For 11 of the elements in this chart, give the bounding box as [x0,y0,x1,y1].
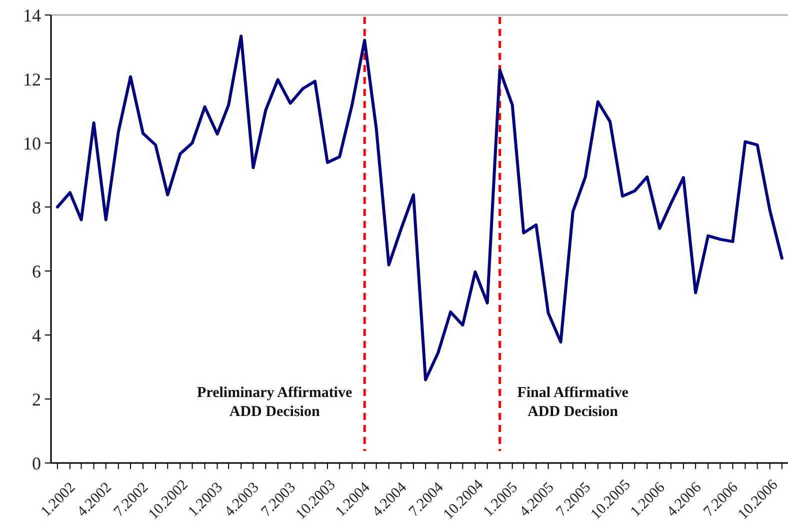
line-series [56,34,784,382]
y-tick-label: 0 [32,453,41,474]
y-tick-label: 12 [23,69,41,90]
y-tick-label: 2 [32,389,41,410]
ref-line-label: Final Affirmative ADD Decision [517,385,629,420]
y-tick-label: 10 [23,133,41,154]
y-tick-label: 6 [32,261,41,282]
ref-line-label: Preliminary Affirmative ADD Decision [197,385,352,420]
y-tick-label: 4 [32,325,41,346]
y-tick-label: 8 [32,197,41,218]
y-tick-label: 14 [23,5,41,26]
